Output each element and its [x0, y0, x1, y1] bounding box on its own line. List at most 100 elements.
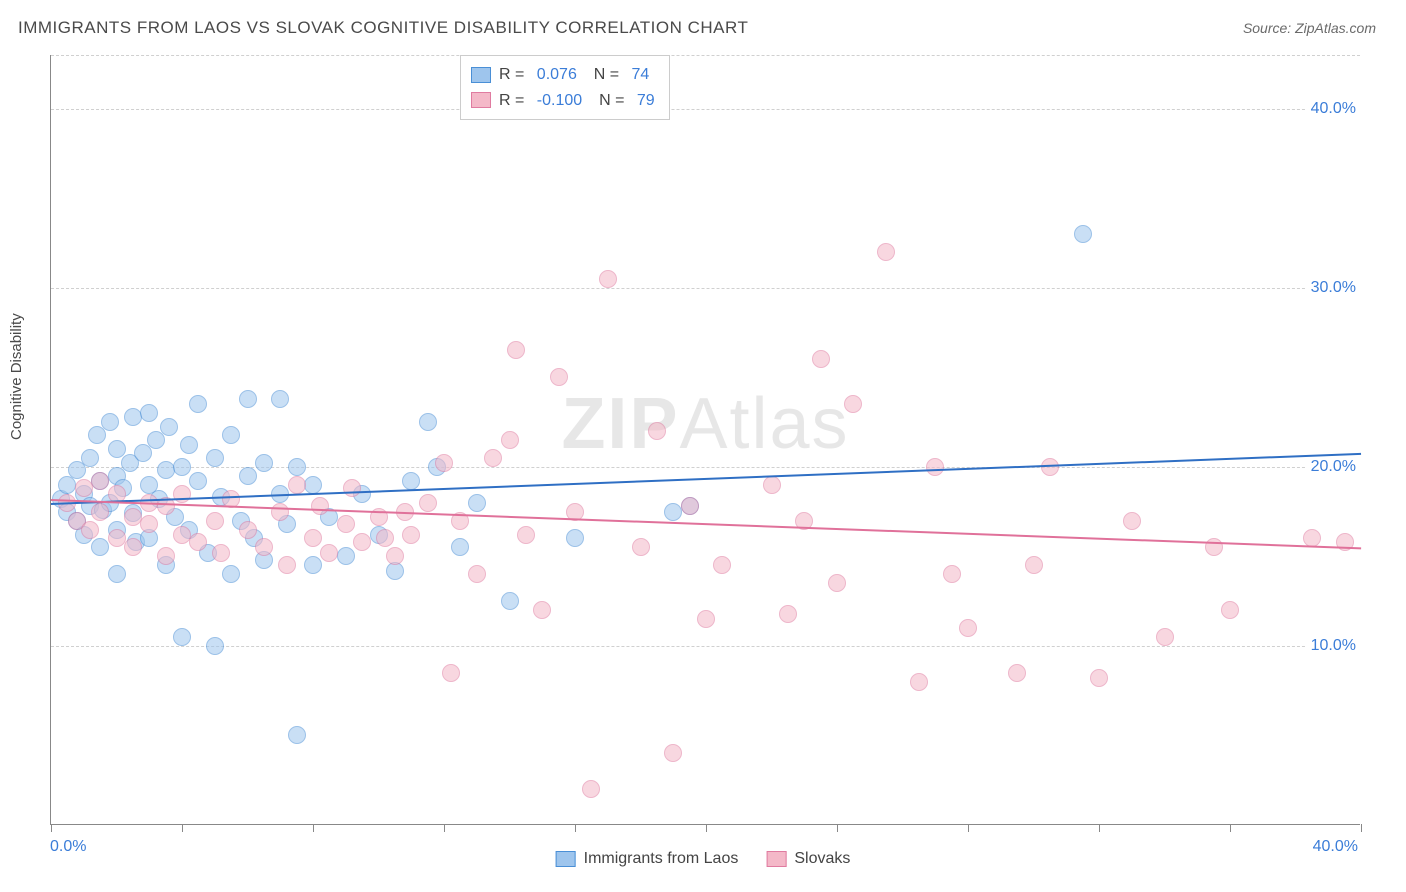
data-point	[140, 404, 158, 422]
data-point	[343, 479, 361, 497]
data-point	[108, 529, 126, 547]
data-point	[1090, 669, 1108, 687]
data-point	[828, 574, 846, 592]
data-point	[91, 503, 109, 521]
y-tick-label: 20.0%	[1305, 456, 1362, 478]
watermark: ZIPAtlas	[561, 383, 849, 465]
swatch-laos	[471, 67, 491, 83]
series-legend: Immigrants from Laos Slovaks	[556, 850, 851, 868]
data-point	[419, 413, 437, 431]
x-tick	[1230, 824, 1231, 832]
y-tick-label: 30.0%	[1305, 277, 1362, 299]
data-point	[779, 605, 797, 623]
data-point	[278, 556, 296, 574]
data-point	[304, 529, 322, 547]
data-point	[206, 512, 224, 530]
x-tick	[182, 824, 183, 832]
data-point	[173, 628, 191, 646]
data-point	[173, 526, 191, 544]
source-attribution: Source: ZipAtlas.com	[1243, 20, 1376, 36]
data-point	[124, 508, 142, 526]
data-point	[844, 395, 862, 413]
data-point	[501, 592, 519, 610]
data-point	[943, 565, 961, 583]
data-point	[468, 565, 486, 583]
data-point	[124, 538, 142, 556]
swatch-laos	[556, 851, 576, 867]
data-point	[517, 526, 535, 544]
data-point	[419, 494, 437, 512]
x-tick	[968, 824, 969, 832]
data-point	[337, 547, 355, 565]
data-point	[304, 476, 322, 494]
data-point	[140, 515, 158, 533]
data-point	[124, 408, 142, 426]
data-point	[157, 547, 175, 565]
data-point	[91, 538, 109, 556]
x-axis-min-label: 0.0%	[50, 838, 86, 856]
data-point	[353, 533, 371, 551]
data-point	[1221, 601, 1239, 619]
data-point	[75, 479, 93, 497]
stats-legend: R = 0.076 N = 74 R = -0.100 N = 79	[460, 55, 670, 120]
data-point	[599, 270, 617, 288]
data-point	[239, 467, 257, 485]
swatch-slovaks	[471, 92, 491, 108]
gridline	[51, 55, 1360, 56]
x-tick	[51, 824, 52, 832]
data-point	[435, 454, 453, 472]
legend-item-slovaks: Slovaks	[766, 850, 850, 868]
data-point	[222, 565, 240, 583]
data-point	[239, 521, 257, 539]
y-tick-label: 40.0%	[1305, 98, 1362, 120]
data-point	[255, 538, 273, 556]
x-axis-max-label: 40.0%	[1313, 838, 1358, 856]
data-point	[212, 544, 230, 562]
data-point	[959, 619, 977, 637]
data-point	[239, 390, 257, 408]
data-point	[1074, 225, 1092, 243]
data-point	[288, 726, 306, 744]
data-point	[101, 413, 119, 431]
data-point	[311, 497, 329, 515]
stats-row-slovaks: R = -0.100 N = 79	[471, 88, 655, 114]
data-point	[533, 601, 551, 619]
x-tick	[575, 824, 576, 832]
data-point	[402, 472, 420, 490]
data-point	[451, 538, 469, 556]
data-point	[664, 744, 682, 762]
data-point	[1156, 628, 1174, 646]
data-point	[271, 390, 289, 408]
y-axis-label: Cognitive Disability	[8, 313, 25, 440]
data-point	[206, 449, 224, 467]
data-point	[160, 418, 178, 436]
data-point	[386, 547, 404, 565]
x-tick	[444, 824, 445, 832]
x-tick	[706, 824, 707, 832]
data-point	[271, 503, 289, 521]
data-point	[81, 521, 99, 539]
data-point	[1025, 556, 1043, 574]
stats-row-laos: R = 0.076 N = 74	[471, 62, 655, 88]
data-point	[507, 341, 525, 359]
data-point	[189, 395, 207, 413]
data-point	[402, 526, 420, 544]
data-point	[926, 458, 944, 476]
data-point	[681, 497, 699, 515]
data-point	[189, 533, 207, 551]
gridline	[51, 288, 1360, 289]
data-point	[632, 538, 650, 556]
data-point	[697, 610, 715, 628]
data-point	[255, 454, 273, 472]
data-point	[582, 780, 600, 798]
data-point	[1123, 512, 1141, 530]
data-point	[664, 503, 682, 521]
data-point	[501, 431, 519, 449]
chart-title: IMMIGRANTS FROM LAOS VS SLOVAK COGNITIVE…	[18, 18, 748, 38]
data-point	[812, 350, 830, 368]
x-tick	[837, 824, 838, 832]
swatch-slovaks	[766, 851, 786, 867]
data-point	[877, 243, 895, 261]
data-point	[206, 637, 224, 655]
data-point	[108, 565, 126, 583]
